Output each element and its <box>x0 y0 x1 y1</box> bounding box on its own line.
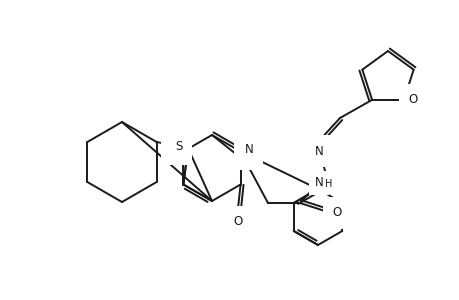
Text: S: S <box>175 140 182 152</box>
Text: N: N <box>314 176 323 190</box>
Text: H: H <box>325 179 332 189</box>
Text: N: N <box>170 143 179 156</box>
Text: O: O <box>232 215 242 228</box>
Text: N: N <box>314 145 323 158</box>
Text: O: O <box>407 93 417 106</box>
Text: N: N <box>245 143 253 156</box>
Text: S: S <box>243 148 250 160</box>
Text: O: O <box>332 206 341 220</box>
